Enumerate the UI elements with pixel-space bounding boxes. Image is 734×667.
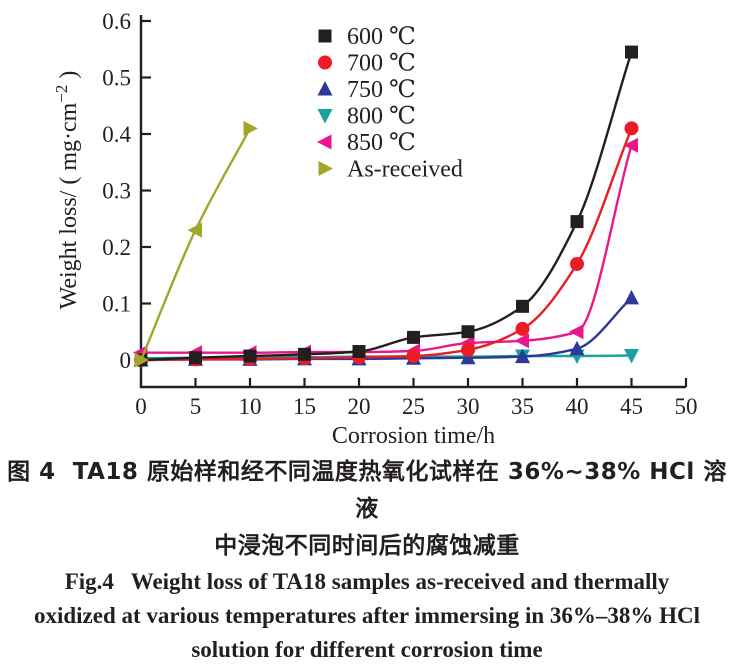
x-tick-label: 40 [566,394,589,419]
marker-circle [570,256,584,271]
caption-en-line1: Fig.4 Weight loss of TA18 samples as-rec… [64,569,670,594]
marker-triangle-up [515,348,530,364]
marker-triangle-right [134,352,149,368]
caption-zh-line2: 中浸泡不同时间后的腐蚀减重 [214,533,520,559]
marker-square [298,347,311,361]
y-tick-label: 0.2 [102,235,131,260]
x-tick-label: 30 [457,394,480,419]
y-tick-label: 0.5 [102,66,131,91]
legend-item: 700 ℃ [318,51,416,77]
marker-circle [515,321,530,336]
legend-item: 850 ℃ [317,130,416,156]
x-tick-label: 15 [293,394,316,419]
y-tick-label: 0.3 [102,179,131,204]
y-tick-label: 0 [120,348,132,373]
x-axis-title: Corrosion time/h [332,423,495,449]
marker-triangle-right [187,222,202,238]
x-tick-label: 35 [511,394,534,419]
legend-item: 600 ℃ [318,24,416,50]
caption-en-line3: solution for different corrosion time [191,637,543,662]
marker-triangle-up [460,349,476,365]
legend-item: As-received [318,157,463,183]
marker-square [461,325,475,339]
legend-label: 700 ℃ [347,51,416,77]
x-tick-label: 5 [190,394,202,419]
weight-loss-chart: 0 0.1 0.2 0.3 0.4 0.5 0.6 0 5 10 15 20 25 30 35 40 45 50 C… [52,9,698,449]
x-tick-label: 25 [402,394,425,419]
marker-square [243,349,257,363]
legend-label: As-received [347,157,463,183]
legend-label: 750 ℃ [347,77,416,103]
marker-circle [461,342,475,357]
marker-triangle-down [317,109,333,124]
series-as-received [134,120,258,368]
marker-triangle-left [317,134,332,150]
marker-square [318,29,332,43]
marker-square [407,330,420,344]
legend-item: 750 ℃ [317,77,416,103]
marker-square [352,345,366,359]
marker-circle [406,349,421,364]
figure-caption: 图 4 TA18 原始样和经不同温度热氧化试样在 36%~38% HCl 溶液 … [0,452,734,667]
x-tick-label: 0 [135,394,147,419]
marker-square [516,299,529,313]
marker-triangle-down [624,349,639,364]
marker-circle [624,121,639,136]
legend-label: 800 ℃ [347,104,416,130]
marker-square [570,215,584,229]
chart-canvas: 0 0.1 0.2 0.3 0.4 0.5 0.6 0 5 10 15 20 25 30 35 40 45 50 C… [52,9,698,449]
marker-triangle-up [624,289,639,305]
marker-triangle-left [623,137,638,153]
x-tick-label: 10 [239,394,262,419]
legend-label: 850 ℃ [347,130,416,156]
marker-triangle-left [514,333,529,349]
series-line [139,127,252,361]
marker-square [625,45,638,59]
marker-square [189,351,202,365]
y-axis-title: Weight loss/ ( mg·cm−2 ) [52,71,82,310]
y-tick-label: 0.4 [102,122,131,147]
figure-4: 0 0.1 0.2 0.3 0.4 0.5 0.6 0 5 10 15 20 25 30 35 40 45 50 C… [7,9,727,662]
caption-zh-line1: 图 4 TA18 原始样和经不同温度热氧化试样在 36%~38% HCl 溶液 [7,459,727,522]
x-tick-label: 50 [675,394,698,419]
x-tick-label: 45 [620,394,643,419]
caption-en-line2: oxidized at various temperatures after i… [33,603,701,628]
legend-label: 600 ℃ [347,24,416,50]
marker-triangle-up [569,340,585,356]
legend-item: 800 ℃ [317,104,416,130]
y-tick-label: 0.1 [102,292,131,317]
marker-triangle-left [569,324,584,340]
y-tick-label: 0.6 [102,9,131,34]
marker-triangle-right [243,120,258,136]
series-600-℃ [134,45,638,367]
marker-triangle-up [317,81,333,96]
x-tick-label: 20 [348,394,371,419]
marker-circle [318,55,332,70]
marker-triangle-right [318,161,333,176]
